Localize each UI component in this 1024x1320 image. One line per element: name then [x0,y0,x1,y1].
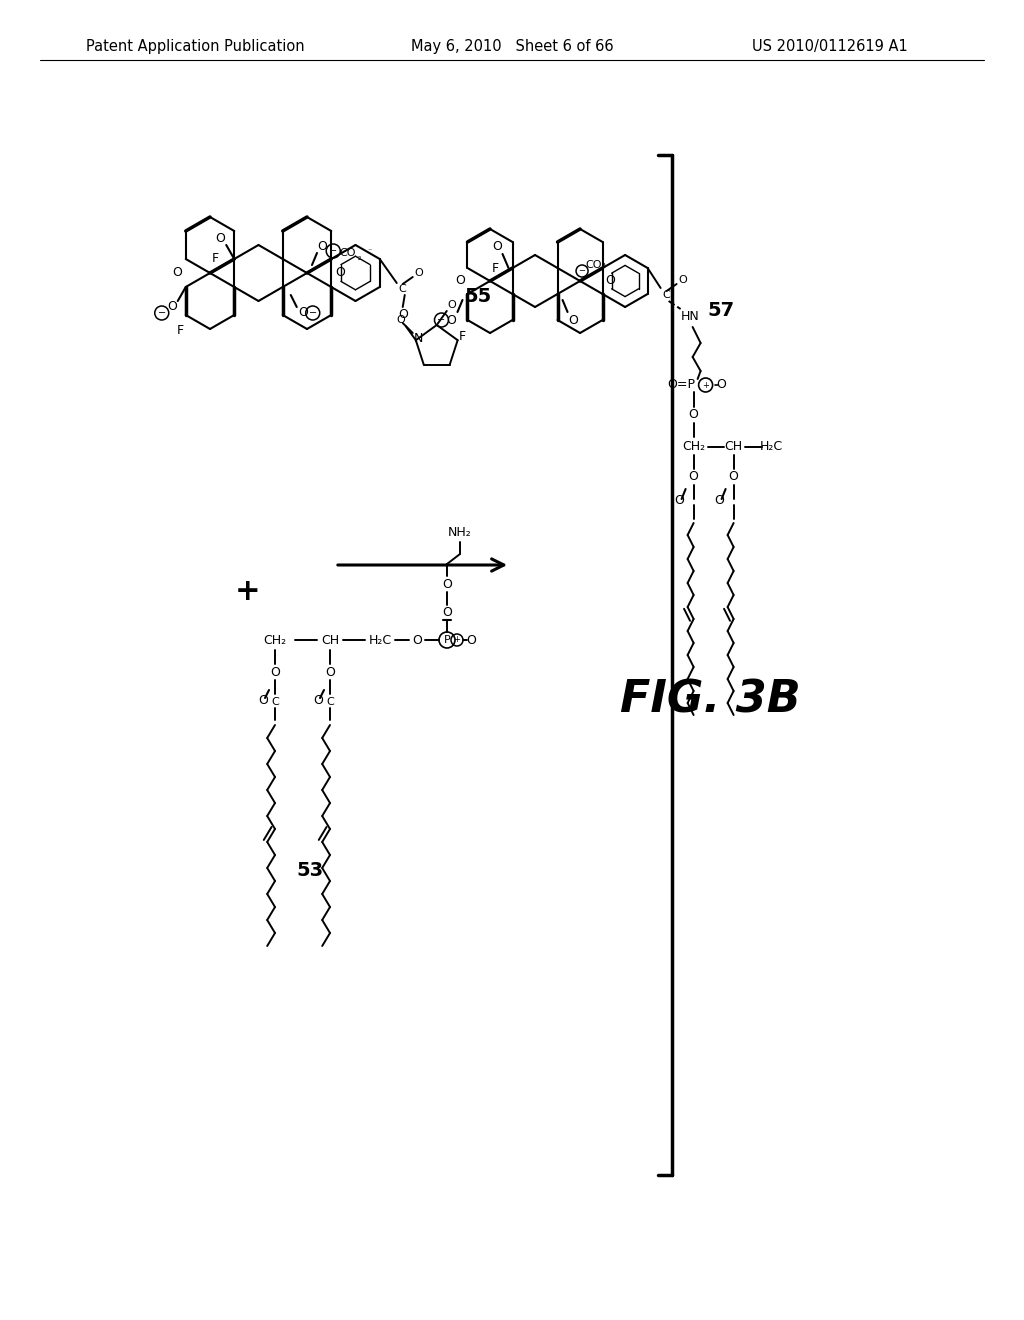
Text: May 6, 2010   Sheet 6 of 66: May 6, 2010 Sheet 6 of 66 [411,40,613,54]
Text: CO: CO [339,248,355,257]
Text: 55: 55 [465,288,492,306]
Text: HN: HN [681,310,700,323]
Text: −: − [579,267,586,276]
Text: C: C [326,697,334,708]
Text: F: F [459,330,466,342]
Text: O: O [313,693,323,706]
Text: ₂: ₂ [357,252,360,261]
Text: O: O [442,578,452,590]
Text: O: O [447,300,456,310]
Text: O: O [442,606,452,619]
Text: O: O [729,470,738,483]
Text: CH: CH [321,634,339,647]
Text: −: − [329,246,337,256]
Text: O: O [678,275,687,285]
Text: US 2010/0112619 A1: US 2010/0112619 A1 [752,40,908,54]
Text: O: O [412,634,422,647]
Text: CO₂: CO₂ [585,260,606,271]
Text: O: O [568,314,579,326]
Text: C: C [399,284,407,294]
Text: F: F [177,325,184,338]
Text: CH₂: CH₂ [682,441,706,454]
Text: O: O [446,314,457,326]
Text: C: C [663,290,671,300]
Text: O: O [317,240,327,253]
Text: Patent Application Publication: Patent Application Publication [86,40,304,54]
Text: O: O [325,665,335,678]
Text: P: P [443,635,451,645]
Text: +: + [454,635,461,644]
Text: H₂C: H₂C [369,634,391,647]
Text: O: O [415,268,423,279]
Text: F: F [211,252,218,265]
Text: O: O [689,470,698,483]
Text: C: C [271,697,279,708]
Text: NH₂: NH₂ [449,525,472,539]
Text: O: O [167,301,177,314]
Text: O: O [455,275,465,288]
Text: O: O [689,408,698,421]
Text: CH₂: CH₂ [263,634,287,647]
Text: F: F [492,263,499,276]
Text: O: O [675,495,685,507]
Text: O: O [172,267,182,280]
Text: O: O [258,693,268,706]
Text: O: O [335,267,345,280]
Text: CH: CH [725,441,742,454]
Text: −: − [308,308,316,318]
Text: O: O [466,634,476,647]
Text: −: − [158,308,166,318]
Text: ⁻: ⁻ [368,247,372,256]
Text: 57: 57 [707,301,734,321]
Text: O: O [270,665,280,678]
Text: O: O [493,239,503,252]
Text: H₂C: H₂C [760,441,783,454]
Text: N: N [414,333,424,346]
Text: FIG. 3B: FIG. 3B [620,678,801,722]
Text: O: O [396,315,406,325]
Text: O: O [397,309,408,322]
Text: O: O [215,232,225,246]
Text: O=P: O=P [668,379,695,392]
Text: O: O [298,306,307,319]
Text: −: − [437,315,445,325]
Text: 53: 53 [296,861,324,879]
Text: O: O [715,495,725,507]
Text: +: + [702,380,709,389]
Text: O: O [717,379,727,392]
Text: O: O [605,275,615,288]
Text: +: + [236,578,261,606]
